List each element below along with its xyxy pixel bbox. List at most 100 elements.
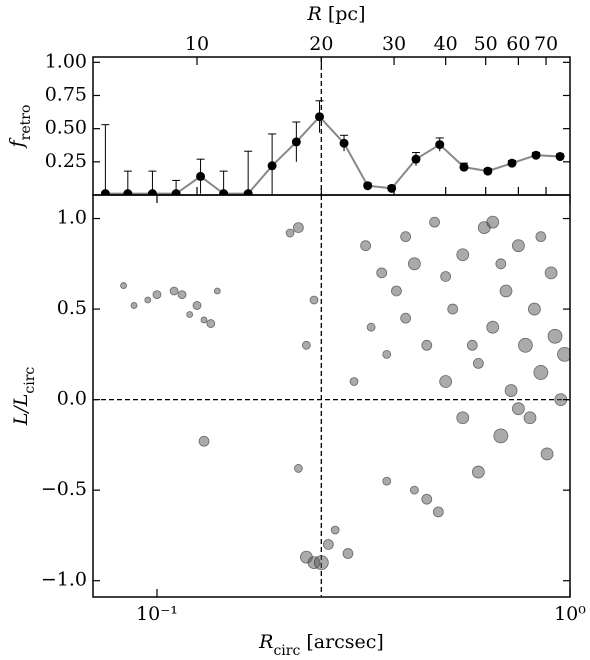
data-point	[499, 284, 513, 298]
data-point	[130, 302, 138, 309]
axis-label-part: circ	[273, 643, 300, 659]
axis-label-part: [pc]	[322, 3, 366, 25]
x-tick-label: 30	[382, 33, 406, 55]
data-point	[196, 171, 206, 181]
data-point	[213, 287, 221, 295]
data-point	[531, 150, 541, 160]
y-tick-label: 1.0	[57, 207, 87, 229]
data-point	[435, 140, 445, 150]
axis-label: Rcirc [arcsec]	[258, 631, 384, 659]
data-point	[486, 320, 500, 334]
x-tick-label: 10⁻¹	[136, 603, 178, 625]
axis-label-part: circ	[22, 367, 38, 394]
data-point	[511, 239, 525, 253]
data-point	[440, 271, 452, 282]
data-point	[411, 154, 421, 164]
data-point	[409, 485, 419, 495]
data-point	[523, 411, 537, 425]
axis-label: R [pc]	[307, 3, 366, 25]
y-tick-label: 0.5	[57, 297, 87, 319]
data-point	[267, 161, 277, 171]
data-point	[432, 506, 444, 518]
data-point	[313, 555, 329, 570]
data-point	[456, 411, 470, 425]
axis-label: L/Lcirc	[10, 367, 38, 427]
data-point	[439, 375, 453, 388]
axes-frame	[92, 56, 571, 196]
axes-frame	[92, 194, 571, 598]
data-point	[533, 365, 549, 380]
axis-label-part: L/L	[10, 394, 32, 427]
data-point	[169, 286, 179, 296]
data-point	[171, 189, 181, 195]
data-point	[528, 302, 541, 316]
data-point	[315, 112, 325, 122]
data-point	[459, 162, 469, 172]
data-point	[391, 285, 402, 297]
data-point	[483, 166, 493, 176]
data-point	[466, 339, 478, 351]
data-point	[382, 349, 392, 359]
data-point	[322, 539, 334, 550]
data-point	[144, 296, 152, 304]
data-point	[100, 189, 110, 195]
data-point	[177, 290, 187, 299]
data-point	[206, 319, 216, 328]
data-point	[152, 290, 162, 299]
data-point	[291, 137, 301, 147]
data-point	[294, 464, 303, 473]
data-point	[186, 311, 194, 318]
data-point	[557, 346, 570, 362]
data-point	[330, 525, 340, 535]
data-point	[366, 322, 376, 332]
axis-label-part: retro	[18, 105, 34, 141]
x-tick-label: 60	[506, 33, 530, 55]
data-point	[339, 138, 349, 148]
data-point	[147, 189, 157, 195]
data-point	[243, 189, 253, 195]
y-tick-label: 1.00	[45, 50, 87, 72]
data-point	[456, 248, 470, 262]
data-point	[342, 548, 354, 559]
data-point	[363, 181, 373, 191]
data-point	[200, 316, 208, 324]
data-point	[421, 493, 433, 505]
data-point	[387, 183, 397, 193]
data-point	[493, 428, 509, 444]
y-tick-label: 0.75	[45, 83, 87, 105]
axis-label-part: [arcsec]	[300, 631, 384, 653]
axis-label-part: f	[6, 137, 28, 149]
data-point	[400, 312, 412, 324]
data-line	[105, 115, 561, 195]
data-point	[518, 337, 533, 353]
data-point	[123, 189, 133, 195]
plot-area	[100, 57, 565, 195]
plot-area	[93, 195, 570, 597]
y-tick-label: 0.0	[57, 388, 87, 410]
data-point	[219, 189, 229, 195]
data-point	[544, 266, 558, 280]
axis-label: fretro	[6, 105, 34, 150]
data-point	[421, 339, 433, 351]
x-tick-label: 10⁰	[554, 603, 586, 625]
data-point	[555, 152, 565, 162]
data-point	[547, 328, 563, 344]
y-tick-label: 0.50	[45, 117, 87, 139]
data-point	[407, 257, 421, 271]
data-point	[472, 358, 484, 369]
data-point	[285, 228, 295, 238]
data-point	[400, 231, 412, 243]
y-tick-label: 0.25	[45, 150, 87, 172]
data-point	[301, 340, 311, 350]
data-point	[535, 231, 547, 243]
data-point	[360, 240, 372, 252]
data-point	[495, 258, 507, 270]
data-point	[198, 435, 210, 447]
y-tick-label: −1.0	[41, 569, 87, 591]
data-point	[293, 222, 304, 233]
data-point	[120, 282, 127, 289]
x-tick-label: 20	[309, 33, 333, 55]
data-point	[429, 216, 440, 228]
data-point	[486, 215, 500, 229]
